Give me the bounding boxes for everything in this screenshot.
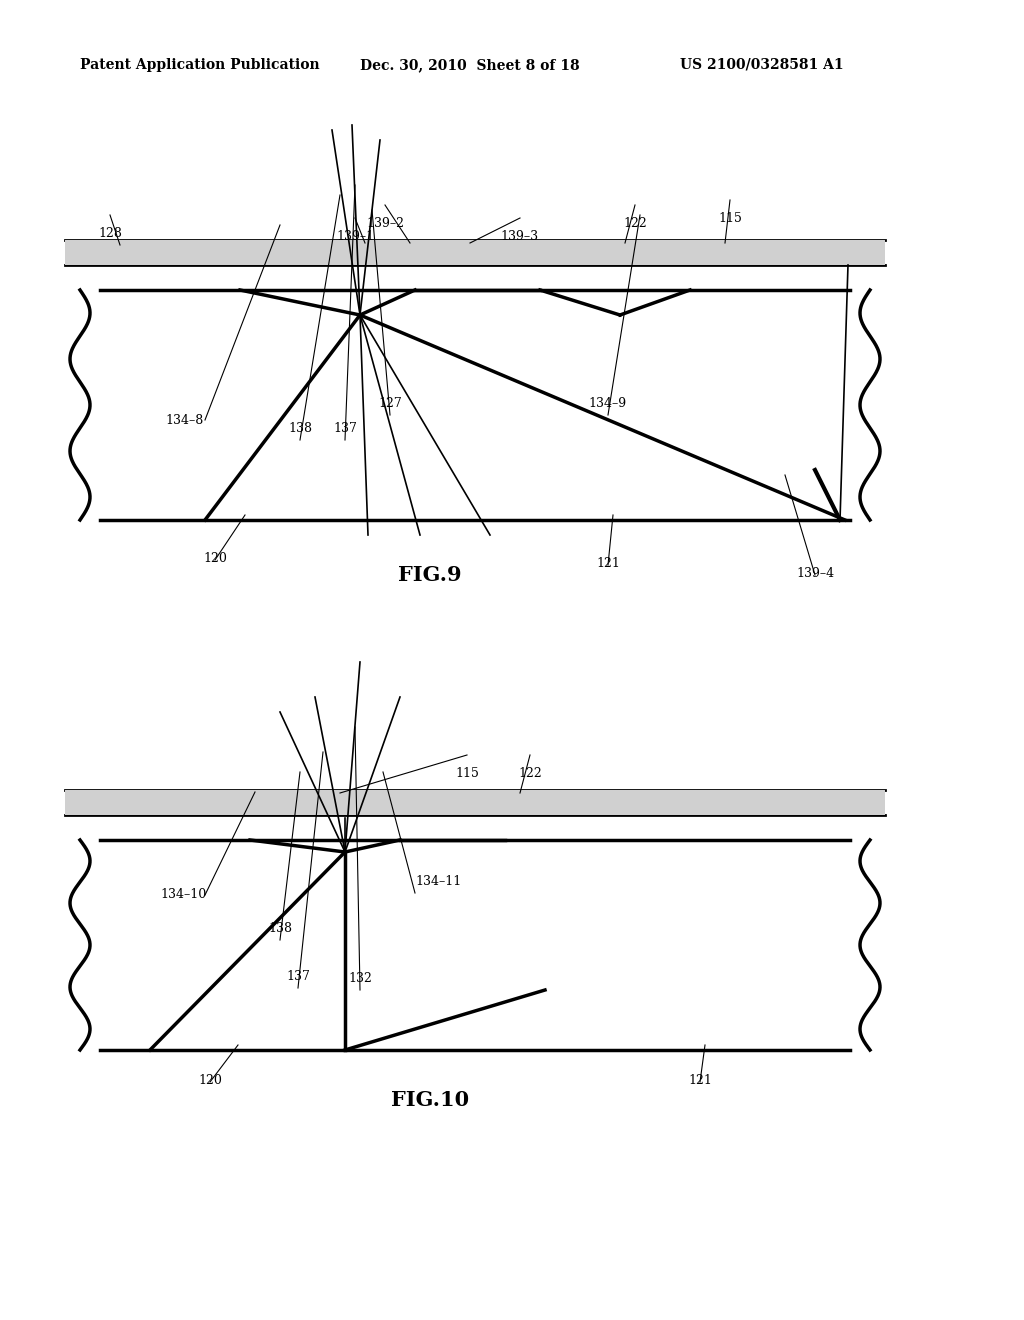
Text: 139–3: 139–3 xyxy=(501,230,539,243)
Text: 139–4: 139–4 xyxy=(796,568,835,579)
Text: 139–1: 139–1 xyxy=(336,230,374,243)
Text: 138: 138 xyxy=(268,921,292,935)
Text: 134–8: 134–8 xyxy=(165,413,203,426)
Text: 134–11: 134–11 xyxy=(415,875,461,888)
Text: 134–10: 134–10 xyxy=(160,888,206,902)
Text: 127: 127 xyxy=(378,397,401,411)
Text: 115: 115 xyxy=(455,767,479,780)
Bar xyxy=(65,789,885,814)
Text: 122: 122 xyxy=(518,767,542,780)
Text: 121: 121 xyxy=(688,1074,712,1086)
Text: 121: 121 xyxy=(596,557,620,570)
Text: 115: 115 xyxy=(718,213,742,224)
Text: US 2100/0328581 A1: US 2100/0328581 A1 xyxy=(680,58,844,73)
Text: FIG.10: FIG.10 xyxy=(391,1090,469,1110)
Bar xyxy=(65,240,885,265)
Text: FIG.9: FIG.9 xyxy=(398,565,462,585)
Text: 120: 120 xyxy=(203,552,227,565)
Text: 138: 138 xyxy=(288,422,312,436)
Text: Patent Application Publication: Patent Application Publication xyxy=(80,58,319,73)
Text: 134–9: 134–9 xyxy=(589,397,627,411)
Text: 139–2: 139–2 xyxy=(366,216,404,230)
Text: 132: 132 xyxy=(348,972,372,985)
Text: 137: 137 xyxy=(286,970,310,983)
Text: 120: 120 xyxy=(198,1074,222,1086)
Text: 137: 137 xyxy=(333,422,357,436)
Text: 122: 122 xyxy=(624,216,647,230)
Text: 128: 128 xyxy=(98,227,122,240)
Text: Dec. 30, 2010  Sheet 8 of 18: Dec. 30, 2010 Sheet 8 of 18 xyxy=(360,58,580,73)
